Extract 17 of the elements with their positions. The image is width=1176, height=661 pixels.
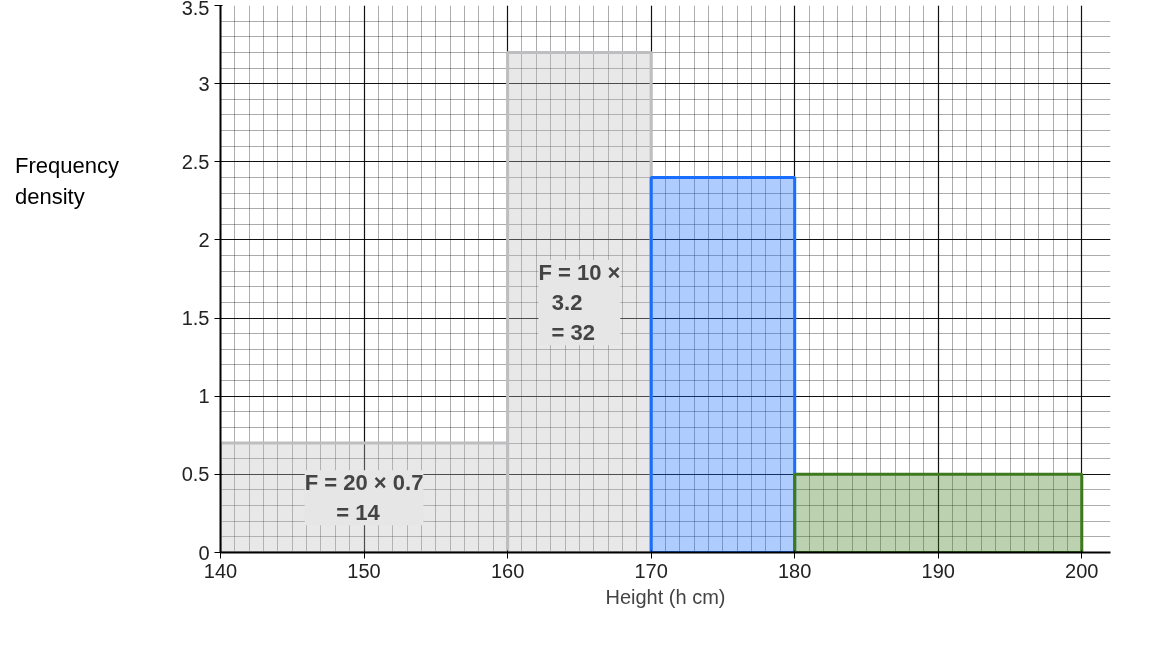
x-tick-label: 200 — [1065, 559, 1099, 582]
y-tick-label: 3 — [198, 72, 210, 95]
y-axis-title: Frequency density — [15, 152, 120, 212]
x-tick-label: 160 — [490, 559, 525, 582]
y-tick-label: 2.5 — [181, 150, 210, 173]
x-tick-label: 150 — [347, 559, 381, 582]
x-tick-label: 180 — [778, 559, 812, 582]
y-tick-label: 0.5 — [181, 463, 210, 486]
y-tick-label: 1.5 — [181, 307, 210, 330]
y-tick-label: 2 — [198, 228, 210, 251]
annotation: F = 20 × 0.7 = 14 — [304, 470, 424, 526]
x-tick-label: 190 — [921, 559, 955, 582]
x-tick-label: 170 — [634, 559, 668, 582]
y-tick-label: 3.5 — [181, 0, 210, 19]
x-axis-title: Height (h cm) — [605, 585, 726, 608]
y-tick-label: 1 — [198, 385, 210, 408]
annotation: F = 10 × 3.2 = 32 — [538, 259, 621, 345]
